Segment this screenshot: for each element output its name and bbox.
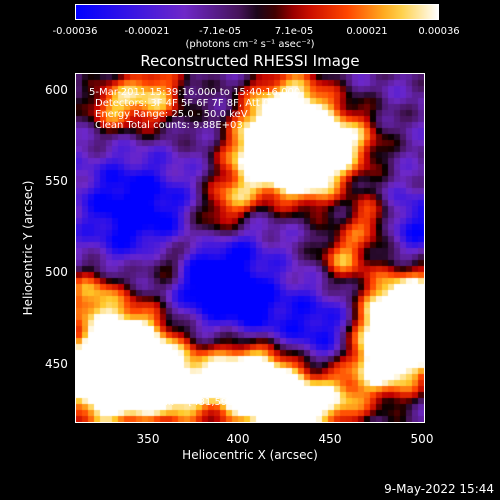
x-tick-label: 400 [226, 432, 250, 446]
plot-area: 5-Mar-2011 15:39:16.000 to 15:40:16.000 … [75, 73, 425, 423]
colorbar-units: (photons cm⁻² s⁻¹ asec⁻²) [185, 39, 315, 50]
y-axis-label: Heliocentric Y (arcsec) [21, 180, 35, 316]
y-tick-label: 450 [45, 357, 68, 371]
detectors-label: Detectors: 3F 4F 5F 6F 7F 8F, Att 0 [95, 98, 270, 109]
chart-title: Reconstructed RHESSI Image [140, 52, 360, 70]
x-tick-label: 450 [318, 432, 342, 446]
x-tick-label: 500 [410, 432, 434, 446]
datestamp: 9-May-2022 15:44 [384, 482, 494, 496]
colorbar-tick-label: 0.00021 [346, 26, 388, 37]
y-tick-label: 600 [45, 83, 68, 97]
time-range-label: 5-Mar-2011 15:39:16.000 to 15:40:16.000 [89, 87, 301, 98]
colorbar-tick-label: -7.1e-05 [199, 26, 241, 37]
energy-range-label: Energy Range: 25.0 - 50.0 keV [95, 109, 248, 120]
colorbar-tick-label: -0.00021 [124, 26, 170, 37]
x-tick-label: 350 [136, 432, 160, 446]
peak-position-label: Position of Peak = [431,598] [95, 397, 238, 408]
colorbar-tick-label: 0.00036 [418, 26, 460, 37]
colorbar-tick-label: -0.00036 [52, 26, 98, 37]
colorbar [75, 4, 439, 20]
colorbar-tick-label: 7.1e-05 [274, 26, 314, 37]
clean-counts-label: Clean Total counts: 9.88E+03 [95, 120, 243, 131]
y-tick-label: 500 [45, 265, 68, 279]
x-axis-label: Heliocentric X (arcsec) [182, 448, 318, 462]
heatmap-image [76, 74, 424, 422]
y-tick-label: 550 [45, 174, 68, 188]
